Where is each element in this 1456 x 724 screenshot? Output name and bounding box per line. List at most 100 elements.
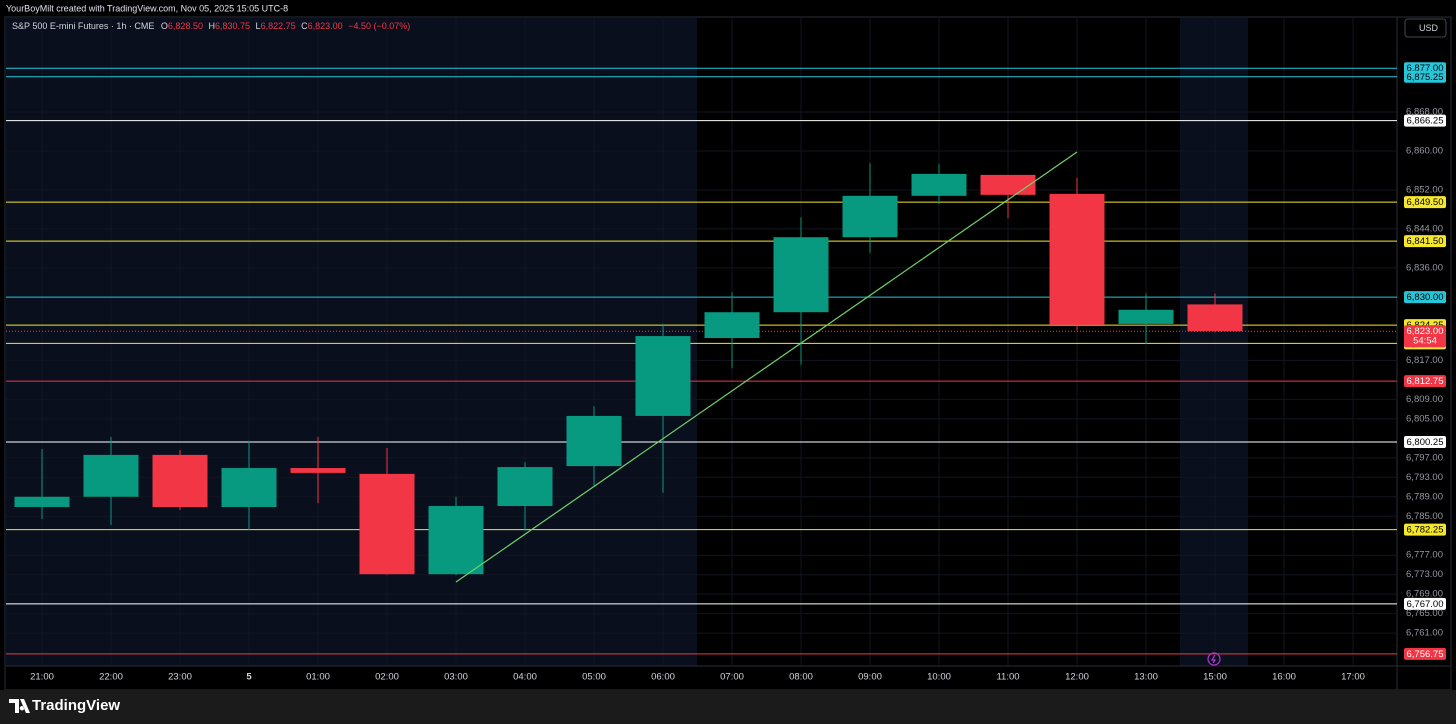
- x-tick-label: 07:00: [720, 672, 744, 683]
- level-label-box: [1404, 647, 1446, 660]
- level-label: 6,756.75: [1407, 649, 1444, 660]
- ohlc-value: 6,828.50: [168, 21, 203, 31]
- y-tick-label: 6,809.00: [1406, 394, 1443, 405]
- level-label-box: [1404, 114, 1446, 127]
- level-label: 6,877.00: [1407, 63, 1444, 74]
- candle-body: [83, 454, 139, 497]
- candle-body: [980, 174, 1036, 195]
- x-tick-label: 05:00: [582, 672, 606, 683]
- y-tick-label: 6,852.00: [1406, 184, 1443, 195]
- event-icon[interactable]: [1207, 652, 1221, 666]
- y-tick-label: 6,868.00: [1406, 107, 1443, 118]
- y-tick-label: 6,817.00: [1406, 355, 1443, 366]
- candles: [14, 151, 1243, 583]
- currency-button[interactable]: [1404, 18, 1447, 38]
- candle-body: [428, 506, 484, 575]
- candle-body: [1187, 304, 1243, 332]
- x-tick-label: 5: [246, 672, 252, 683]
- candle-body: [635, 336, 691, 416]
- y-tick-label: 6,777.00: [1406, 550, 1443, 561]
- x-tick-label: 09:00: [858, 672, 882, 683]
- x-tick-label: 04:00: [513, 672, 537, 683]
- level-label: 6,767.00: [1407, 599, 1444, 610]
- level-label: 6,849.50: [1407, 197, 1444, 208]
- x-tick-label: 22:00: [99, 672, 123, 683]
- y-tick-label: 6,805.00: [1406, 413, 1443, 424]
- candle-body: [290, 468, 346, 473]
- level-label: 6,782.25: [1407, 525, 1444, 536]
- level-label-box: [1404, 235, 1446, 248]
- level-label-box: [1404, 523, 1446, 536]
- symbol: S&P 500 E-mini Futures · 1h · CME: [12, 21, 154, 31]
- ohlc-value: 6,823.00: [308, 21, 343, 31]
- candle-body: [1049, 193, 1105, 325]
- last-price-box: [1404, 325, 1446, 348]
- trendline: [455, 151, 1078, 583]
- x-tick-label: 02:00: [375, 672, 399, 683]
- legend-header: S&P 500 E-mini Futures · 1h · CME O6,828…: [12, 21, 410, 31]
- x-tick-label: 10:00: [927, 672, 951, 683]
- brand: TradingView: [32, 697, 120, 714]
- last-price-label: 6,823.00: [1407, 326, 1444, 337]
- ohlc-key: L: [256, 21, 261, 31]
- level-label-box: [1404, 375, 1446, 388]
- level-label: 6,841.50: [1407, 236, 1444, 247]
- candle-body: [14, 496, 70, 508]
- y-tick-label: 6,844.00: [1406, 223, 1443, 234]
- candle-body: [566, 415, 622, 467]
- x-tick-label: 06:00: [651, 672, 675, 683]
- candle-body: [911, 173, 967, 196]
- x-tick-label: 21:00: [30, 672, 54, 683]
- ohlc-key: C: [301, 21, 308, 31]
- y-tick-label: 6,773.00: [1406, 569, 1443, 580]
- y-tick-label: 6,789.00: [1406, 491, 1443, 502]
- candle-body: [152, 454, 208, 508]
- x-tick-label: 15:00: [1203, 672, 1227, 683]
- x-tick-label: 03:00: [444, 672, 468, 683]
- y-tick-label: 6,769.00: [1406, 589, 1443, 600]
- author-line: YourBoyMilt created with TradingView.com…: [6, 3, 288, 13]
- y-tick-label: 6,836.00: [1406, 262, 1443, 273]
- level-label: 6,812.75: [1407, 376, 1444, 387]
- x-tick-label: 13:00: [1134, 672, 1158, 683]
- level-label: 6,800.25: [1407, 437, 1444, 448]
- y-tick-label: 6,860.00: [1406, 146, 1443, 157]
- ohlc-value: 6,830.75: [215, 21, 250, 31]
- y-tick-label: 6,793.00: [1406, 472, 1443, 483]
- currency[interactable]: USD: [1419, 23, 1439, 33]
- ohlc-key: O: [161, 21, 168, 31]
- x-tick-label: 12:00: [1065, 672, 1089, 683]
- session-shade: [6, 18, 697, 666]
- candle-body: [842, 195, 898, 238]
- candle-body: [773, 237, 829, 313]
- level-label-box: [1404, 70, 1446, 83]
- session-shade: [1180, 18, 1248, 666]
- level-label: 6,875.25: [1407, 72, 1444, 83]
- level-label-box: [1404, 291, 1446, 304]
- ohlc-key: H: [208, 21, 215, 31]
- x-tick-label: 11:00: [996, 672, 1019, 683]
- level-label: 6,866.25: [1407, 116, 1444, 127]
- brand-logo: [9, 699, 30, 713]
- level-label-box: [1404, 196, 1446, 209]
- x-tick-label: 08:00: [789, 672, 813, 683]
- y-tick-label: 6,797.00: [1406, 452, 1443, 463]
- y-tick-label: 6,765.00: [1406, 608, 1443, 619]
- level-label-box: [1404, 597, 1446, 610]
- ohlc-value: 6,822.75: [261, 21, 296, 31]
- x-tick-label: 01:00: [306, 672, 330, 683]
- axes: 6,868.00 6,860.00 6,852.00 6,844.00 6,836.00…: [30, 107, 1443, 683]
- level-label: 6,830.00: [1407, 292, 1444, 303]
- y-tick-label: 6,785.00: [1406, 511, 1443, 522]
- change: −4.50 (−0.07%): [348, 21, 410, 31]
- levels: 6,877.006,875.25 6,866.25 6,849.50 6,841.50…: [6, 62, 1446, 660]
- candle-body: [497, 467, 553, 507]
- level-label-box: [1404, 435, 1446, 448]
- y-tick-label: 6,761.00: [1406, 628, 1443, 639]
- x-tick-label: 17:00: [1341, 672, 1365, 683]
- candle-body: [704, 312, 760, 339]
- candle-body: [221, 468, 277, 508]
- x-tick-label: 16:00: [1272, 672, 1296, 683]
